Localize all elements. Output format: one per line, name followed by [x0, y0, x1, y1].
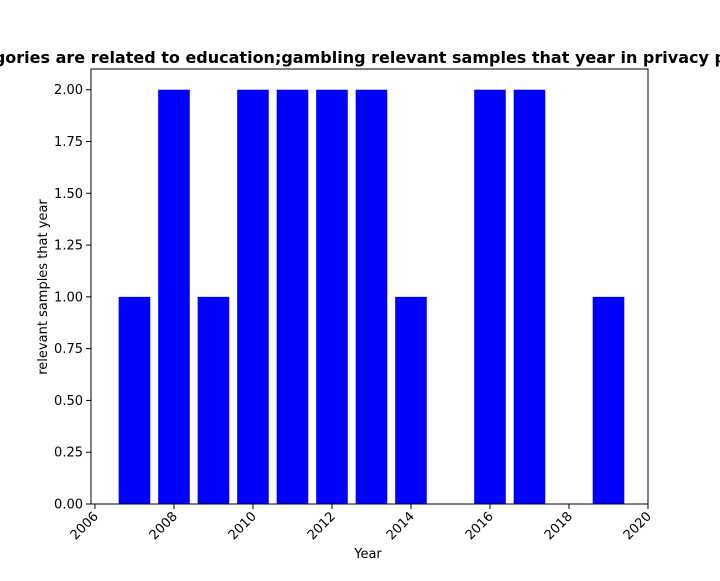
- x-axis-label: Year: [353, 547, 382, 562]
- x-tick-label: 2020: [621, 509, 655, 543]
- bar-2010: [237, 89, 269, 505]
- bar-2007: [118, 296, 151, 504]
- x-tick-label: 2016: [463, 509, 497, 543]
- y-tick-label: 0.50: [54, 394, 83, 409]
- bar-2012: [316, 89, 348, 505]
- x-tick-label: 2018: [542, 509, 576, 543]
- y-tick-label: 2.00: [54, 83, 83, 98]
- x-tick-label: 2006: [68, 509, 102, 543]
- x-tick-label: 2014: [384, 509, 418, 543]
- y-tick-label: 0.75: [54, 342, 83, 357]
- x-tick-label: 2010: [226, 509, 260, 543]
- bar-2013: [355, 89, 388, 505]
- y-tick-label: 0.00: [54, 498, 83, 513]
- chart-title: Categories are related to education;gamb…: [0, 48, 720, 67]
- y-tick-label: 1.75: [54, 135, 83, 150]
- bar-2008: [158, 89, 190, 505]
- bar-2011: [276, 89, 309, 505]
- bar-2009: [197, 296, 230, 504]
- x-tick-label: 2012: [305, 509, 339, 543]
- y-tick-label: 0.25: [54, 446, 83, 461]
- y-tick-label: 1.00: [54, 290, 83, 305]
- axes-frame: [90, 68, 649, 505]
- bar-2014: [395, 296, 427, 504]
- bar-2016: [474, 89, 506, 505]
- y-tick-label: 1.50: [54, 187, 83, 202]
- plot-area: 0.00 0.25 0.50 0.75 1.00 1.25 1.50 1.75 2.00 2006…: [54, 68, 655, 543]
- y-tick-label: 1.25: [54, 239, 83, 254]
- y-axis-label: relevant samples that year: [36, 199, 51, 375]
- bar-2019: [592, 296, 625, 504]
- x-tick-label: 2008: [147, 509, 181, 543]
- bar-2017: [513, 89, 546, 505]
